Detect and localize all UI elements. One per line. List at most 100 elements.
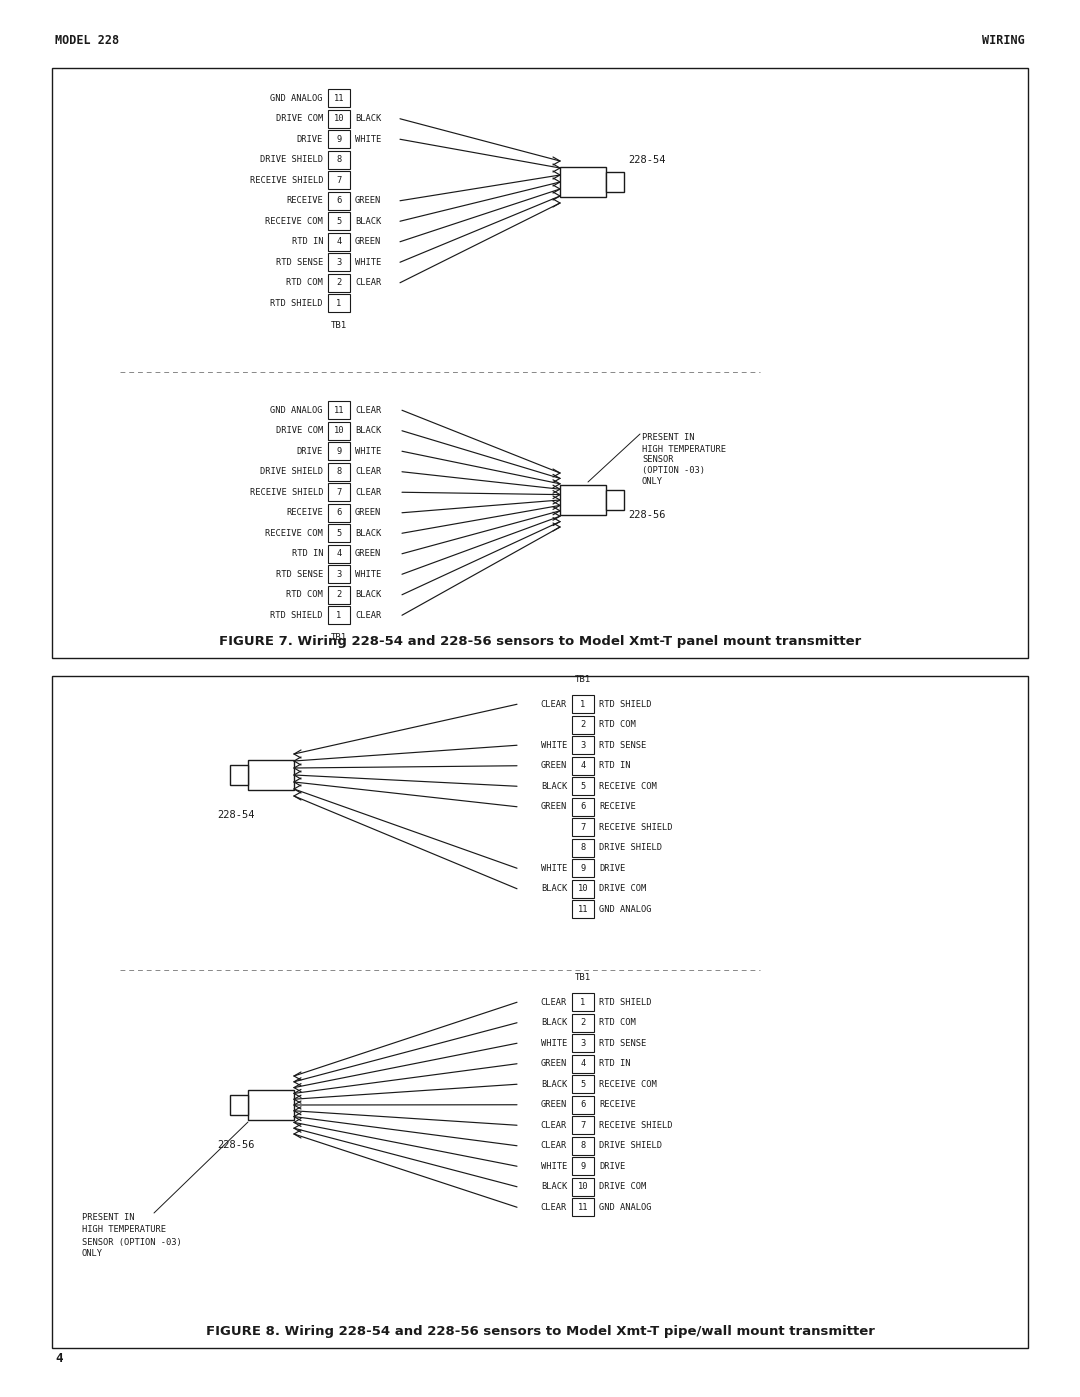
Text: RECEIVE SHIELD: RECEIVE SHIELD	[599, 1120, 673, 1130]
Text: RECEIVE: RECEIVE	[286, 196, 323, 205]
Text: 2: 2	[580, 721, 585, 729]
Text: 7: 7	[336, 488, 341, 497]
Bar	[572, 1034, 594, 1052]
Text: GREEN: GREEN	[541, 1059, 567, 1069]
Bar	[328, 130, 350, 148]
Text: RECEIVE: RECEIVE	[599, 1101, 636, 1109]
Text: ONLY: ONLY	[642, 478, 663, 486]
Text: RECEIVE COM: RECEIVE COM	[266, 217, 323, 226]
Text: 228-56: 228-56	[627, 510, 665, 520]
Text: 8: 8	[580, 844, 585, 852]
Text: 1: 1	[336, 299, 341, 307]
Text: 228-54: 228-54	[627, 155, 665, 165]
Text: GND ANALOG: GND ANALOG	[270, 405, 323, 415]
Bar	[230, 1095, 248, 1115]
Bar	[328, 422, 350, 440]
Text: GND ANALOG: GND ANALOG	[599, 1203, 651, 1211]
Text: 2: 2	[336, 591, 341, 599]
Text: BLACK: BLACK	[355, 591, 381, 599]
Text: 3: 3	[336, 258, 341, 267]
Text: 4: 4	[55, 1352, 63, 1365]
Text: 6: 6	[336, 196, 341, 205]
Text: CLEAR: CLEAR	[541, 1120, 567, 1130]
Text: 5: 5	[336, 217, 341, 226]
Text: RECEIVE SHIELD: RECEIVE SHIELD	[249, 488, 323, 497]
Text: 8: 8	[336, 155, 341, 165]
Text: CLEAR: CLEAR	[355, 610, 381, 620]
Bar	[572, 1076, 594, 1092]
Bar	[572, 798, 594, 816]
Text: TB1: TB1	[575, 972, 591, 982]
Text: RTD COM: RTD COM	[286, 278, 323, 288]
Text: 228-54: 228-54	[217, 810, 255, 820]
Bar	[572, 1199, 594, 1215]
Text: BLACK: BLACK	[541, 1018, 567, 1027]
Bar	[572, 993, 594, 1011]
Bar	[572, 838, 594, 856]
Text: TB1: TB1	[330, 633, 347, 641]
Text: CLEAR: CLEAR	[355, 488, 381, 497]
Bar	[328, 212, 350, 231]
Text: RTD IN: RTD IN	[599, 761, 631, 770]
Text: WHITE: WHITE	[355, 447, 381, 455]
Text: MODEL 228: MODEL 228	[55, 34, 119, 46]
Text: WHITE: WHITE	[541, 1039, 567, 1048]
Text: CLEAR: CLEAR	[355, 405, 381, 415]
Text: 1: 1	[580, 700, 585, 708]
Bar	[606, 172, 624, 191]
Text: RTD COM: RTD COM	[599, 1018, 636, 1027]
Text: 9: 9	[336, 134, 341, 144]
Bar	[328, 109, 350, 127]
Text: RECEIVE SHIELD: RECEIVE SHIELD	[249, 176, 323, 184]
Text: HIGH TEMPERATURE: HIGH TEMPERATURE	[642, 444, 726, 454]
Text: 228-56: 228-56	[217, 1140, 255, 1150]
Text: BLACK: BLACK	[355, 528, 381, 538]
Bar	[328, 401, 350, 419]
Text: FIGURE 8. Wiring 228-54 and 228-56 sensors to Model Xmt-T pipe/wall mount transm: FIGURE 8. Wiring 228-54 and 228-56 senso…	[205, 1324, 875, 1337]
Text: 9: 9	[580, 1162, 585, 1171]
Text: WHITE: WHITE	[541, 740, 567, 750]
Text: WIRING: WIRING	[982, 34, 1025, 46]
Bar	[328, 191, 350, 210]
Text: BLACK: BLACK	[541, 884, 567, 893]
Text: 7: 7	[336, 176, 341, 184]
Bar	[561, 168, 606, 197]
Text: GREEN: GREEN	[541, 1101, 567, 1109]
Text: RECEIVE: RECEIVE	[286, 509, 323, 517]
Text: BLACK: BLACK	[541, 1182, 567, 1192]
Text: DRIVE SHIELD: DRIVE SHIELD	[260, 155, 323, 165]
Text: DRIVE: DRIVE	[599, 1162, 625, 1171]
Bar	[328, 274, 350, 292]
Text: SENSOR (OPTION -03): SENSOR (OPTION -03)	[82, 1238, 181, 1246]
Text: RTD SHIELD: RTD SHIELD	[270, 610, 323, 620]
Bar	[328, 585, 350, 604]
Text: 8: 8	[580, 1141, 585, 1150]
Text: 8: 8	[336, 467, 341, 476]
Text: 4: 4	[336, 549, 341, 559]
Bar	[572, 777, 594, 795]
Text: 6: 6	[336, 509, 341, 517]
Text: RTD SHIELD: RTD SHIELD	[599, 997, 651, 1007]
Bar	[572, 736, 594, 754]
Text: RTD COM: RTD COM	[286, 591, 323, 599]
Text: FIGURE 7. Wiring 228-54 and 228-56 sensors to Model Xmt-T panel mount transmitte: FIGURE 7. Wiring 228-54 and 228-56 senso…	[219, 634, 861, 647]
Bar	[572, 1137, 594, 1154]
Text: CLEAR: CLEAR	[541, 1141, 567, 1150]
Text: RTD SENSE: RTD SENSE	[275, 570, 323, 578]
Text: BLACK: BLACK	[355, 426, 381, 436]
Text: 10: 10	[334, 426, 345, 436]
Text: RECEIVE: RECEIVE	[599, 802, 636, 812]
Text: GND ANALOG: GND ANALOG	[270, 94, 323, 103]
Text: DRIVE COM: DRIVE COM	[275, 115, 323, 123]
Text: RTD SENSE: RTD SENSE	[275, 258, 323, 267]
Text: 9: 9	[580, 863, 585, 873]
Text: 7: 7	[580, 1120, 585, 1130]
Text: DRIVE COM: DRIVE COM	[599, 884, 646, 893]
Text: 5: 5	[580, 1080, 585, 1088]
Text: 1: 1	[336, 610, 341, 620]
Text: GREEN: GREEN	[355, 549, 381, 559]
Text: BLACK: BLACK	[541, 1080, 567, 1088]
Bar	[572, 715, 594, 733]
Text: 5: 5	[580, 782, 585, 791]
Text: GND ANALOG: GND ANALOG	[599, 905, 651, 914]
